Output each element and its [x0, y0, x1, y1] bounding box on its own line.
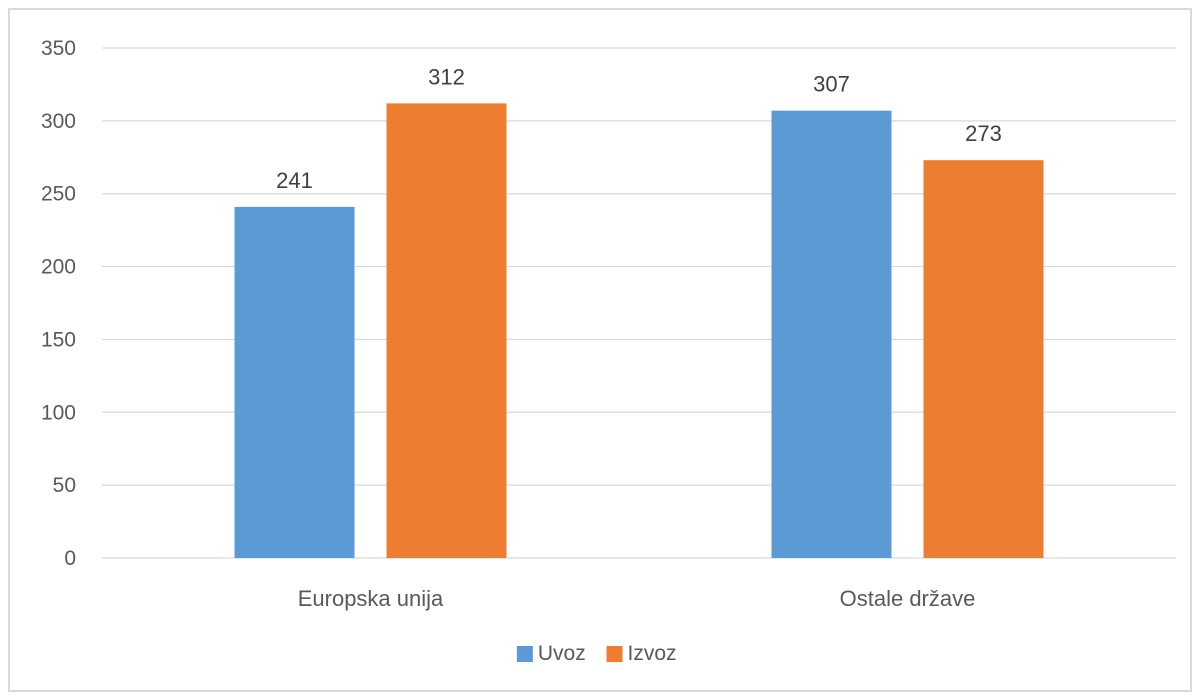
- legend-label-izvoz: Izvoz: [628, 642, 677, 665]
- y-tick-label: 200: [41, 256, 76, 279]
- bar-izvoz: [923, 160, 1044, 558]
- bars: [234, 103, 1044, 559]
- x-category-label: Ostale države: [840, 586, 976, 611]
- data-label: 241: [276, 168, 313, 193]
- data-label: 307: [813, 72, 850, 97]
- data-labels: 241 312 307 273: [276, 64, 1002, 192]
- bar-izvoz: [386, 103, 507, 558]
- legend-swatch-uvoz: [516, 646, 533, 662]
- bar-chart: 0 50 100 150 200 250 300 350 241 312 307 273 Europ…: [41, 37, 1176, 665]
- data-label: 312: [428, 64, 465, 89]
- bar-uvoz: [771, 110, 892, 559]
- legend-label-uvoz: Uvoz: [538, 642, 586, 665]
- y-tick-label: 50: [53, 474, 76, 497]
- y-axis-ticks: 0 50 100 150 200 250 300 350: [41, 37, 76, 570]
- chart-frame: 0 50 100 150 200 250 300 350 241 312 307 273 Europ…: [8, 8, 1192, 692]
- legend-swatch-izvoz: [606, 646, 623, 662]
- data-label: 273: [965, 121, 1002, 146]
- bar-uvoz: [234, 206, 355, 559]
- y-tick-label: 300: [41, 110, 76, 133]
- x-axis-categories: Europska unija Ostale države: [298, 586, 976, 611]
- y-tick-label: 150: [41, 328, 76, 351]
- y-tick-label: 0: [64, 547, 76, 570]
- y-tick-label: 350: [41, 37, 76, 60]
- legend: Uvoz Izvoz: [516, 642, 677, 665]
- y-tick-label: 250: [41, 183, 76, 206]
- y-tick-label: 100: [41, 401, 76, 424]
- x-category-label: Europska unija: [298, 586, 444, 611]
